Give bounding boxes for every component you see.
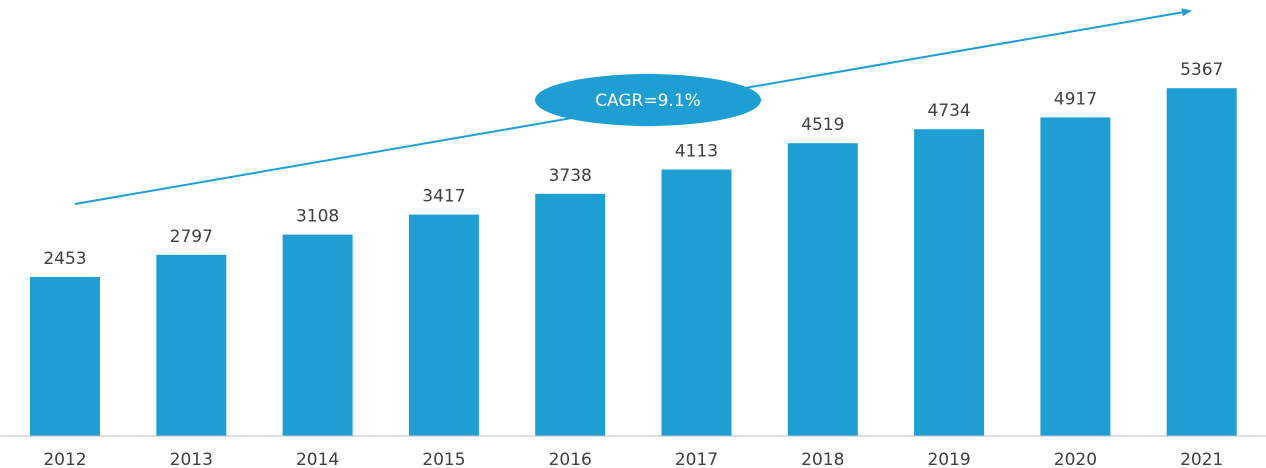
x-tick-label-2013: 2013 [170,450,213,468]
value-label-2021: 5367 [1180,60,1223,80]
bar-2013 [156,254,227,436]
cagr-annotation: CAGR=9.1% [535,74,761,126]
x-tick-labels-group: 2012 2013 2014 2015 2016 2017 2018 2019 2020 2021 [43,450,1223,468]
x-tick-label-2012: 2012 [43,450,86,468]
x-tick-label-2021: 2021 [1180,450,1223,468]
value-label-2020: 4917 [1054,89,1097,109]
bar-2015 [408,214,479,436]
value-labels-group: 2453 2797 3108 3417 3738 4113 4519 4734 4917 5367 [43,60,1223,269]
value-label-2012: 2453 [43,249,86,269]
bar-2020 [1040,117,1111,437]
value-label-2013: 2797 [170,227,213,247]
x-tick-label-2020: 2020 [1054,450,1097,468]
bars-group [30,88,1237,437]
bar-2018 [787,143,858,436]
bar-2014 [282,234,353,436]
value-label-2017: 4113 [675,142,718,162]
x-tick-label-2016: 2016 [549,450,592,468]
x-tick-label-2019: 2019 [927,450,970,468]
x-tick-label-2017: 2017 [675,450,718,468]
cagr-ellipse [535,74,761,126]
bar-2019 [914,129,985,436]
bar-2021 [1166,88,1237,436]
cagr-text: CAGR=9.1% [595,91,701,111]
x-tick-label-2015: 2015 [422,450,465,468]
value-label-2018: 4519 [801,115,844,135]
value-label-2019: 4734 [927,101,970,121]
bar-2017 [661,169,732,436]
bar-2016 [535,193,606,436]
x-tick-label-2014: 2014 [296,450,339,468]
value-label-2015: 3417 [422,187,465,207]
value-label-2016: 3738 [549,166,592,186]
value-label-2014: 3108 [296,207,339,227]
x-tick-label-2018: 2018 [801,450,844,468]
bar-2012 [30,277,100,436]
